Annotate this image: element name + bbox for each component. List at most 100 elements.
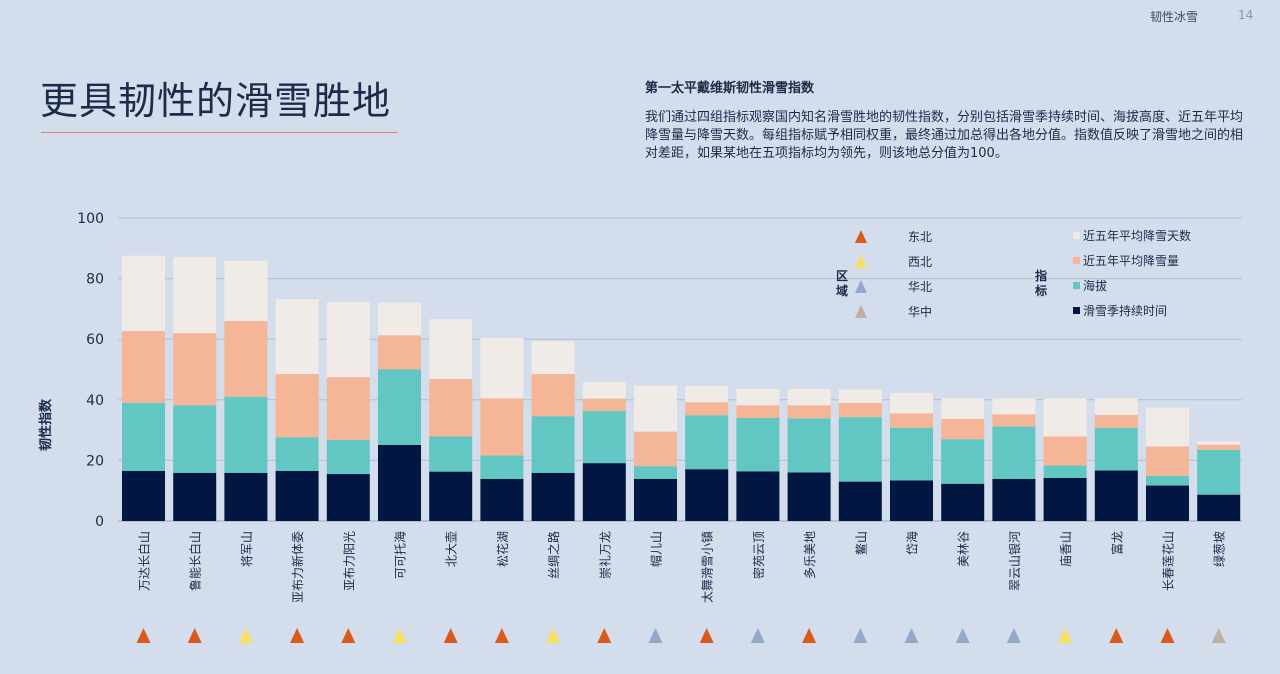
bar-segment: [173, 472, 217, 521]
bar-segment: [941, 418, 985, 440]
bar-segment: [122, 331, 165, 403]
region-legend-icon: [855, 305, 867, 318]
x-tick-label: 翠云山银河: [1008, 531, 1022, 591]
bar-segment: [992, 426, 1036, 479]
x-tick-label: 帽儿山: [649, 531, 664, 567]
x-tick-label: 将军山: [240, 531, 254, 567]
x-tick-label: 鳌山: [853, 531, 868, 555]
x-tick-label: 多乐美地: [803, 531, 817, 579]
bar-segment: [1043, 398, 1087, 437]
x-tick-label: 松花湖: [495, 531, 510, 567]
x-tick-label: 美林谷: [957, 531, 971, 567]
bar-segment: [787, 388, 831, 406]
bar-segment: [275, 374, 319, 438]
bar-stack: [992, 398, 1036, 521]
bar-segment: [173, 257, 217, 334]
bar-segment: [1146, 475, 1189, 486]
x-tick-label: 长春莲花山: [1161, 531, 1176, 591]
y-tick-label: 20: [86, 453, 104, 469]
bar-stack: [838, 389, 882, 521]
x-tick-label: 庙香山: [1059, 531, 1073, 567]
region-marker-icon: [136, 628, 151, 643]
bar-stack: [1146, 407, 1189, 521]
bar-segment: [685, 469, 729, 521]
region-legend-label: 华北: [908, 280, 932, 294]
bar-segment: [1146, 446, 1189, 476]
bar-segment: [326, 439, 370, 475]
bar-segment: [429, 319, 473, 379]
x-tick-label: 亚布力阳光: [342, 531, 356, 591]
bar-stack: [275, 299, 319, 521]
region-marker-icon: [238, 628, 253, 643]
indicator-legend-label: 近五年平均降雪量: [1083, 254, 1179, 268]
bar-segment: [122, 471, 165, 521]
bar-stack: [173, 257, 217, 521]
bar-segment: [634, 478, 677, 521]
bar-segment: [890, 427, 933, 481]
indicator-legend-title: 标: [1034, 283, 1047, 298]
region-marker-icon: [648, 628, 663, 643]
bar-segment: [224, 472, 268, 521]
bar-segment: [736, 405, 780, 418]
region-marker-icon: [1058, 628, 1073, 643]
bar-segment: [736, 388, 780, 406]
bar-stack: [1197, 441, 1241, 521]
indicator-legend-swatch: [1073, 282, 1080, 289]
x-tick-label: 鲁能长白山: [188, 531, 203, 591]
bar-segment: [531, 472, 575, 521]
y-tick-label: 40: [86, 393, 104, 409]
bar-segment: [1094, 427, 1138, 471]
bar-segment: [429, 436, 473, 472]
bar-segment: [480, 455, 524, 479]
bar-segment: [992, 398, 1036, 415]
region-legend-title: 区: [836, 269, 848, 283]
indicator-legend-swatch: [1073, 307, 1080, 314]
y-tick-label: 80: [86, 272, 104, 288]
bar-segment: [531, 416, 575, 473]
bar-segment: [1146, 407, 1189, 447]
x-tick-label: 密苑云顶: [751, 531, 766, 579]
bar-segment: [378, 369, 421, 445]
bar-segment: [582, 382, 626, 399]
bar-segment: [429, 471, 473, 521]
region-marker-icon: [597, 628, 612, 643]
region-marker-icon: [392, 628, 407, 643]
indicator-legend-swatch: [1073, 232, 1080, 239]
y-axis-label: 韧性指数: [38, 398, 54, 451]
x-tick-label: 太舞滑雪小镇: [700, 531, 715, 603]
y-tick-labels: 0 20 40 60 80 100: [77, 211, 104, 530]
section-label: 韧性冰雪: [1150, 10, 1199, 24]
bars: [122, 255, 1241, 521]
bar-segment: [736, 417, 780, 472]
index-description: 我们通过四组指标观察国内知名滑雪胜地的韧性指数，分别包括滑雪季持续时间、海拔高度…: [645, 110, 1244, 161]
bar-segment: [480, 478, 524, 521]
region-marker-icon: [1160, 628, 1175, 643]
bar-segment: [326, 377, 370, 440]
page-title: 更具韧性的滑雪胜地: [40, 79, 392, 123]
region-marker-icon: [341, 628, 356, 643]
bar-segment: [634, 466, 677, 479]
bar-segment: [1197, 494, 1241, 521]
page-number: 14: [1238, 8, 1254, 22]
x-tick-label: 丝绸之路: [546, 531, 561, 579]
y-tick-label: 0: [95, 514, 104, 530]
bar-segment: [1094, 470, 1138, 521]
indicator-legend-title: 指: [1035, 268, 1047, 283]
bar-segment: [531, 374, 575, 417]
bar-segment: [429, 378, 473, 437]
indicator-legend-label: 滑雪季持续时间: [1083, 303, 1167, 318]
bar-segment: [378, 302, 421, 336]
bar-segment: [838, 481, 882, 521]
x-tick-labels: 万达长白山 鲁能长白山 将军山 亚布力新体委 亚布力阳光 可可托海 北大壶 松花湖 丝绸之路 崇礼…: [137, 531, 1227, 603]
bar-segment: [378, 444, 421, 521]
x-tick-label: 富龙: [1109, 531, 1124, 555]
region-marker-icon: [955, 628, 970, 643]
bar-segment: [736, 471, 780, 521]
bar-stack: [890, 392, 933, 521]
indicator-legend-label: 海拔: [1083, 278, 1107, 293]
bar-segment: [1043, 477, 1087, 521]
bar-segment: [378, 335, 421, 370]
bar-segment: [1094, 398, 1138, 415]
bar-stack: [634, 385, 677, 521]
